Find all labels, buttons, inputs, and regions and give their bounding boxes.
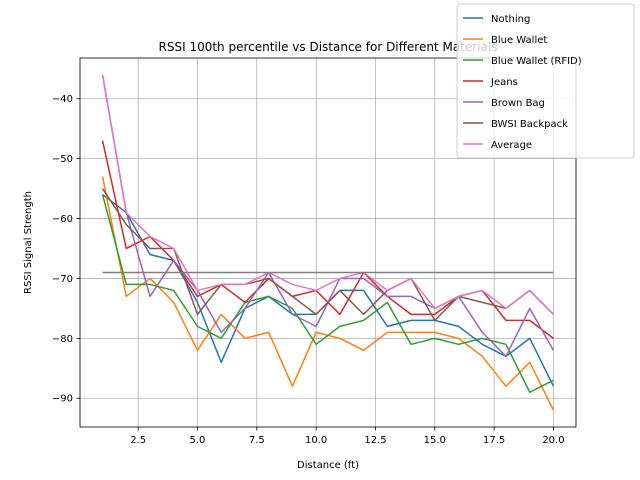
y-tick-label: −90 <box>52 394 73 405</box>
series-lines <box>101 74 555 411</box>
y-axis-label: RSSI Signal Strength <box>23 191 34 294</box>
legend-label: Nothing <box>491 14 530 25</box>
series-line-bwsi-backpack <box>101 188 554 322</box>
x-tick-label: 5.0 <box>190 435 206 446</box>
x-tick-label: 7.5 <box>249 435 265 446</box>
y-tick-label: −60 <box>52 214 73 225</box>
x-axis-label: Distance (ft) <box>297 460 359 471</box>
axis-ticks: 2.5 5.0 7.5 10.0 12.5 15.0 17.5 20.0 −90 −80 −70 −6… <box>52 94 565 446</box>
series-line-average <box>101 74 554 315</box>
legend-label: Blue Wallet <box>491 35 547 46</box>
x-tick-label: 12.5 <box>364 435 386 446</box>
y-tick-label: −40 <box>52 94 73 105</box>
legend: Nothing Blue Wallet Blue Wallet (RFID) Jean… <box>456 3 635 159</box>
legend-label: Brown Bag <box>491 98 545 109</box>
legend-box <box>456 3 635 159</box>
chart-title: RSSI 100th percentile vs Distance for Di… <box>159 40 498 54</box>
y-tick-label: −50 <box>52 154 73 165</box>
legend-label: BWSI Backpack <box>491 119 568 130</box>
x-tick-label: 2.5 <box>130 435 146 446</box>
y-tick-label: −80 <box>52 334 73 345</box>
y-tick-label: −70 <box>52 274 73 285</box>
x-tick-label: 17.5 <box>483 435 505 446</box>
plot-frame <box>79 57 577 428</box>
legend-label: Jeans <box>490 77 518 88</box>
legend-label: Blue Wallet (RFID) <box>491 56 582 67</box>
series-line-blue-wallet-rfid <box>101 194 554 394</box>
legend-label: Average <box>491 140 532 151</box>
x-tick-label: 15.0 <box>424 435 446 446</box>
x-tick-label: 10.0 <box>305 435 327 446</box>
x-tick-label: 20.0 <box>542 435 564 446</box>
